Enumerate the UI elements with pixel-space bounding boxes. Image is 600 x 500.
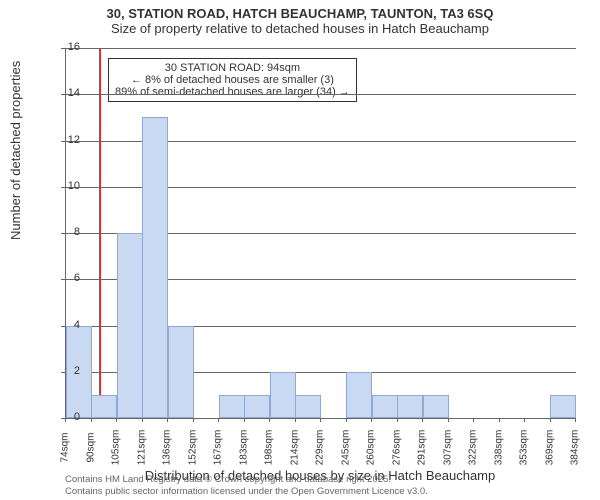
y-tick-label: 2 [40, 365, 80, 377]
x-tick-label: 245sqm [341, 425, 352, 471]
x-tick-label: 369sqm [545, 425, 556, 471]
y-tick-mark [61, 279, 65, 280]
x-tick-mark [295, 418, 296, 422]
footer-attribution: Contains HM Land Registry data © Crown c… [65, 474, 428, 498]
x-tick-mark [142, 418, 143, 422]
x-tick-mark [167, 418, 168, 422]
x-tick-mark [244, 418, 245, 422]
histogram-bar [423, 395, 449, 418]
histogram-bar [270, 372, 296, 418]
x-tick-label: 121sqm [137, 425, 148, 471]
annotation-line3: 89% of semi-detached houses are larger (… [115, 86, 350, 98]
histogram-bar [372, 395, 398, 418]
x-tick-label: 183sqm [239, 425, 250, 471]
y-tick-label: 0 [40, 411, 80, 423]
x-tick-mark [65, 418, 66, 422]
x-tick-mark [397, 418, 398, 422]
histogram-bar [91, 395, 117, 418]
x-tick-label: 136sqm [162, 425, 173, 471]
y-tick-mark [61, 233, 65, 234]
x-tick-mark [524, 418, 525, 422]
grid-line [66, 48, 576, 49]
x-tick-label: 229sqm [315, 425, 326, 471]
x-tick-label: 105sqm [111, 425, 122, 471]
histogram-bar [219, 395, 245, 418]
x-tick-mark [371, 418, 372, 422]
x-tick-mark [550, 418, 551, 422]
annotation-box: 30 STATION ROAD: 94sqm ← 8% of detached … [108, 58, 357, 102]
x-tick-label: 353sqm [519, 425, 530, 471]
x-tick-label: 214sqm [290, 425, 301, 471]
x-tick-mark [575, 418, 576, 422]
x-tick-label: 307sqm [443, 425, 454, 471]
y-tick-label: 14 [40, 87, 80, 99]
chart-plot-area: 30 STATION ROAD: 94sqm ← 8% of detached … [65, 48, 576, 419]
histogram-bar [168, 326, 194, 419]
y-tick-label: 16 [40, 41, 80, 53]
y-tick-mark [61, 326, 65, 327]
y-tick-label: 6 [40, 272, 80, 284]
chart-title-block: 30, STATION ROAD, HATCH BEAUCHAMP, TAUNT… [0, 0, 600, 36]
x-tick-label: 260sqm [366, 425, 377, 471]
x-tick-mark [91, 418, 92, 422]
x-tick-label: 291sqm [417, 425, 428, 471]
y-tick-label: 12 [40, 134, 80, 146]
y-tick-mark [61, 372, 65, 373]
x-tick-label: 338sqm [494, 425, 505, 471]
y-tick-mark [61, 187, 65, 188]
y-tick-mark [61, 141, 65, 142]
x-tick-mark [320, 418, 321, 422]
footer-line1: Contains HM Land Registry data © Crown c… [65, 474, 428, 486]
x-tick-label: 167sqm [213, 425, 224, 471]
x-tick-mark [269, 418, 270, 422]
x-tick-mark [346, 418, 347, 422]
annotation-line2: ← 8% of detached houses are smaller (3) [115, 74, 350, 86]
histogram-bar [346, 372, 372, 418]
y-tick-mark [61, 48, 65, 49]
x-tick-mark [422, 418, 423, 422]
y-axis-title: Number of detached properties [8, 61, 23, 240]
histogram-bar [295, 395, 321, 418]
y-tick-label: 10 [40, 180, 80, 192]
chart-title-line1: 30, STATION ROAD, HATCH BEAUCHAMP, TAUNT… [0, 6, 600, 21]
grid-line [66, 94, 576, 95]
x-tick-label: 198sqm [264, 425, 275, 471]
x-tick-label: 74sqm [60, 425, 71, 471]
x-tick-label: 152sqm [188, 425, 199, 471]
histogram-bar [142, 117, 168, 418]
y-tick-mark [61, 94, 65, 95]
chart-title-line2: Size of property relative to detached ho… [0, 21, 600, 36]
x-tick-mark [193, 418, 194, 422]
x-tick-mark [473, 418, 474, 422]
histogram-bar [397, 395, 423, 418]
histogram-bar [550, 395, 576, 418]
histogram-bar [117, 233, 143, 418]
y-tick-label: 8 [40, 226, 80, 238]
footer-line2: Contains public sector information licen… [65, 486, 428, 498]
histogram-bar [244, 395, 270, 418]
x-tick-mark [499, 418, 500, 422]
y-tick-label: 4 [40, 319, 80, 331]
x-tick-mark [218, 418, 219, 422]
x-tick-mark [116, 418, 117, 422]
x-tick-label: 384sqm [570, 425, 581, 471]
x-tick-label: 322sqm [468, 425, 479, 471]
x-tick-label: 90sqm [86, 425, 97, 471]
x-tick-label: 276sqm [392, 425, 403, 471]
annotation-line1: 30 STATION ROAD: 94sqm [115, 62, 350, 74]
x-tick-mark [448, 418, 449, 422]
